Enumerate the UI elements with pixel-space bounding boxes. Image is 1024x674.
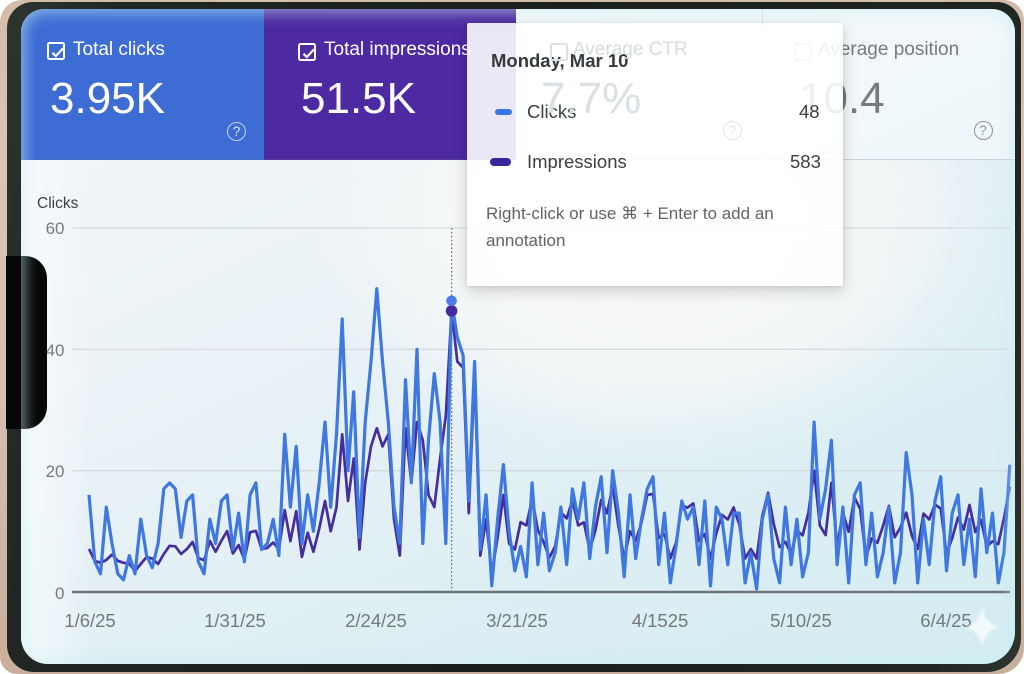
svg-text:40: 40 bbox=[46, 341, 65, 360]
svg-text:1/6/25: 1/6/25 bbox=[64, 610, 115, 631]
svg-text:0: 0 bbox=[55, 584, 64, 603]
svg-text:4/1525: 4/1525 bbox=[632, 610, 689, 631]
svg-text:3/21/25: 3/21/25 bbox=[486, 610, 548, 631]
svg-text:20: 20 bbox=[46, 462, 65, 481]
svg-text:60: 60 bbox=[46, 219, 65, 238]
svg-text:1/31/25: 1/31/25 bbox=[204, 610, 266, 631]
svg-text:6/4/25: 6/4/25 bbox=[920, 610, 971, 631]
svg-text:2/24/25: 2/24/25 bbox=[345, 610, 407, 631]
svg-text:5/10/25: 5/10/25 bbox=[770, 610, 832, 631]
svg-text:Clicks: Clicks bbox=[37, 195, 79, 212]
